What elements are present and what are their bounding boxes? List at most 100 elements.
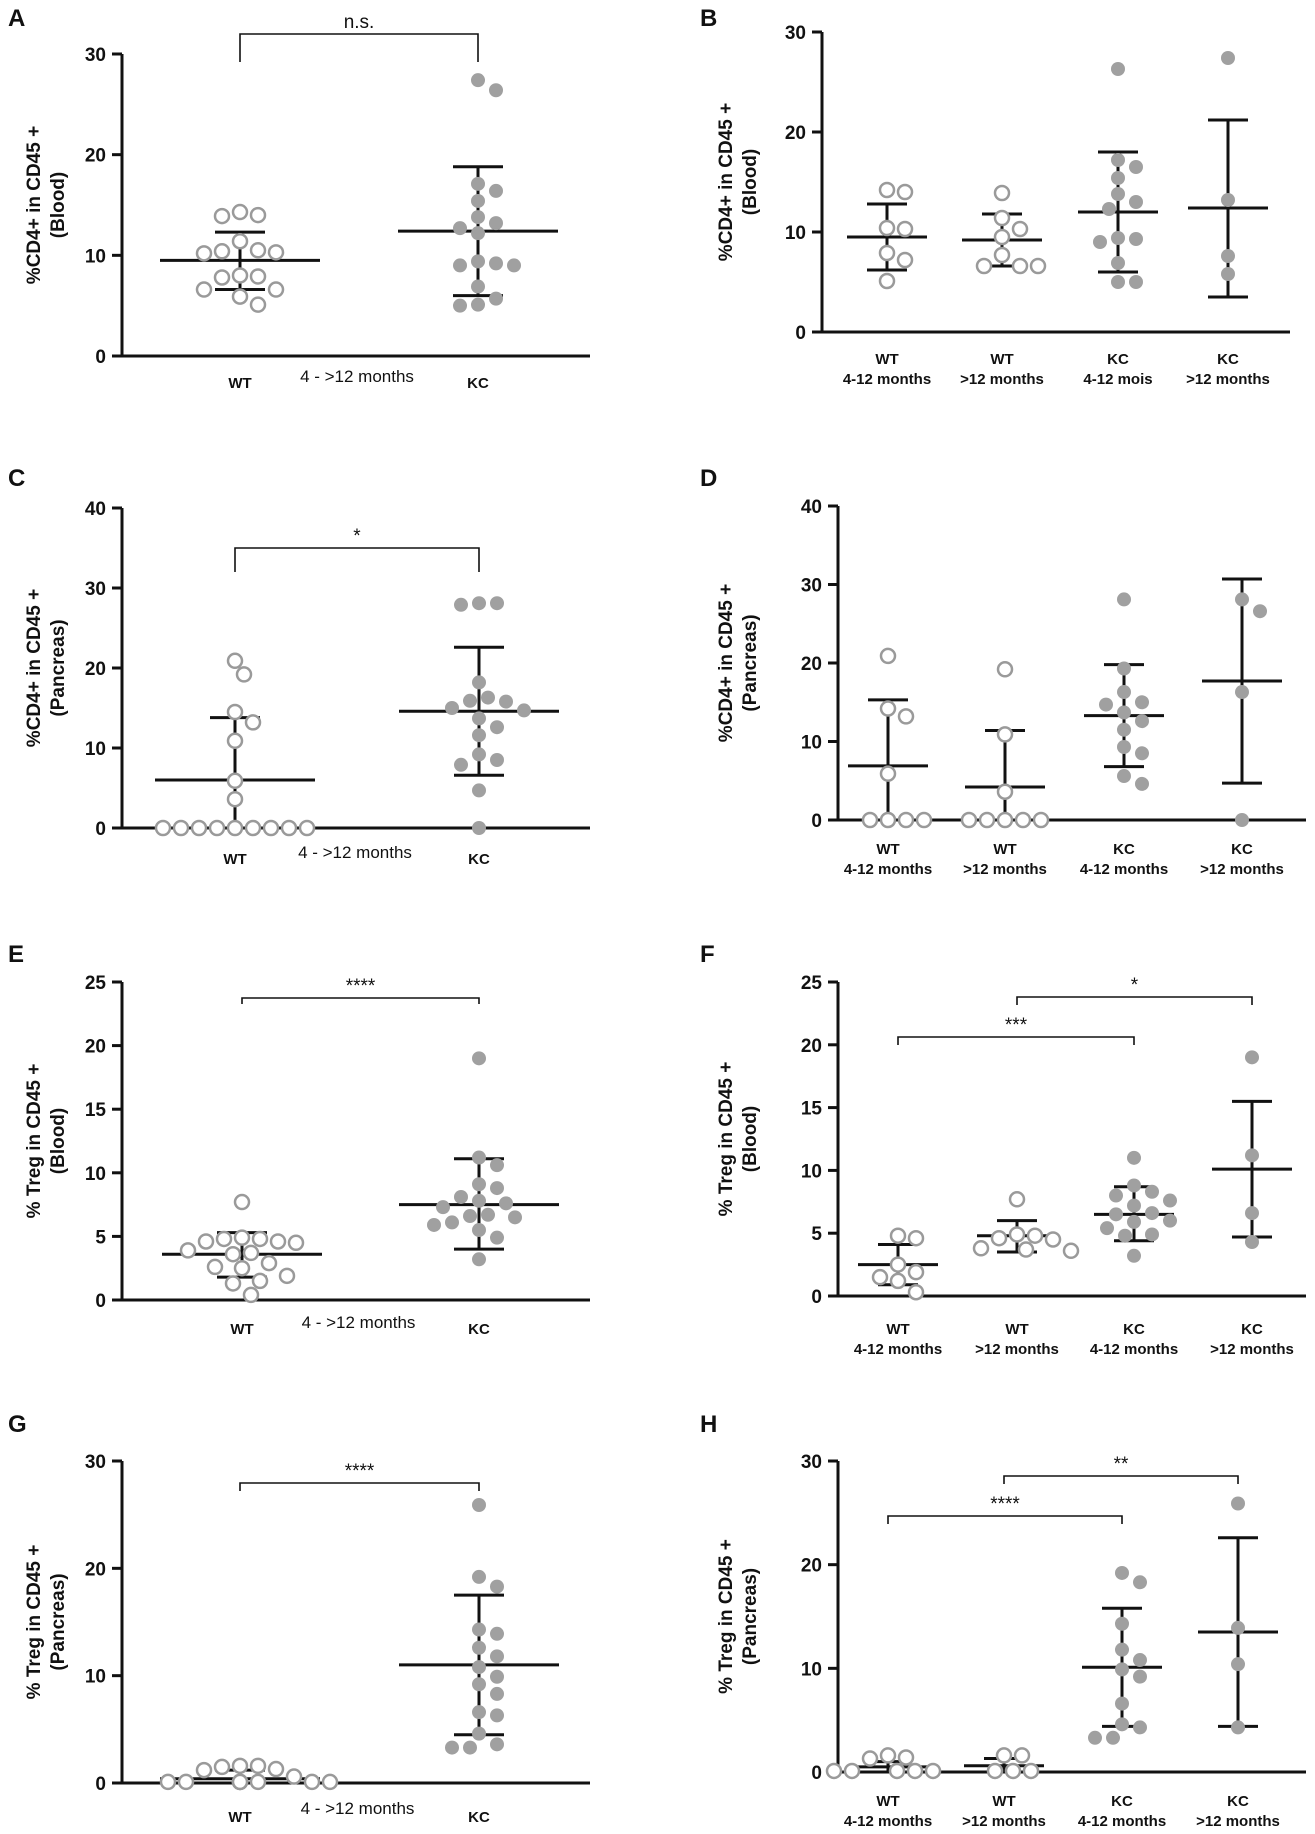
panel-e-point-s1-6 (499, 1196, 513, 1211)
panel-a-label: A (8, 5, 25, 32)
panel-e-point-s1-16 (472, 1252, 486, 1267)
panel-b-category-1: WT >12 months (960, 351, 1044, 388)
panel-f-ytick-label-5: 5 (811, 1224, 822, 1245)
panel-a-point-s1-2 (471, 176, 485, 191)
panel-a-point-s1-7 (453, 221, 467, 236)
panel-d-label: D (700, 465, 717, 492)
panel-e-ylabel-line: (Blood) (48, 1108, 69, 1174)
panel-b-category-line: 4-12 mois (1083, 371, 1152, 388)
panel-h-point-s3-0 (1231, 1496, 1245, 1511)
panel-b-ytick-label-20: 20 (785, 123, 806, 144)
panel-g-point-s0-0 (231, 1757, 249, 1775)
panel-b-category-3: KC >12 months (1186, 351, 1270, 388)
panel-h-point-s0-7 (825, 1762, 843, 1780)
panel-c-point-s1-8 (517, 703, 531, 718)
panel-e-point-s1-1 (472, 1150, 486, 1165)
panel-e-point-s1-14 (472, 1223, 486, 1238)
panel-a-point-s0-3 (231, 232, 249, 250)
panel-e-point-s0-4 (215, 1230, 233, 1248)
panel-a-ytick-label-0: 0 (95, 347, 106, 368)
panel-f-point-s1-0 (1008, 1191, 1026, 1208)
panel-g-ytick-label-30: 30 (85, 1452, 106, 1473)
panel-b-ytick-label-30: 30 (785, 23, 806, 44)
panel-a-point-s0-10 (213, 269, 231, 286)
panel-d-category-line: WT (993, 841, 1016, 858)
panel-g-ylabel-line: % Treg in CD45 + (24, 1545, 45, 1700)
panel-h-category-0: WT 4-12 months (844, 1793, 932, 1830)
panel-d-ytick-label-30: 30 (801, 576, 822, 597)
panel-a-point-s1-0 (471, 73, 485, 88)
panel-a-point-s0-6 (249, 242, 267, 259)
panel-h-ylabel: % Treg in CD45 + (Pancreas) (716, 1539, 761, 1694)
panel-f-point-s2-10 (1100, 1221, 1114, 1236)
panel-f-category-line: >12 months (975, 1341, 1059, 1358)
panel-a-point-s0-12 (195, 281, 213, 298)
panel-h-point-s2-2 (1115, 1616, 1129, 1631)
panel-b-point-s2-12 (1129, 275, 1143, 289)
panel-c-ytick-label-10: 10 (85, 739, 106, 760)
panel-b-ytick-label-10: 10 (785, 223, 806, 244)
panel-h-category-2: KC 4-12 months (1078, 1793, 1166, 1830)
panel-b-point-s0-5 (896, 251, 914, 269)
panel-c-point-s1-11 (472, 728, 486, 743)
panel-h-point-s3-3 (1231, 1720, 1245, 1735)
panel-b-point-s1-2 (1011, 220, 1029, 238)
panel-c-point-s1-14 (454, 757, 468, 772)
panel-c-point-s1-15 (472, 783, 486, 798)
panel-b-point-s0-3 (896, 220, 914, 238)
panel-g-ytick-label-20: 20 (85, 1559, 106, 1580)
panel-d-point-s2-1 (1117, 661, 1131, 676)
panel-a-point-s0-4 (213, 243, 231, 260)
panel-f-point-s0-2 (889, 1256, 907, 1273)
panel-h-point-s1-0 (995, 1747, 1013, 1764)
panel-d-category-1: WT >12 months (963, 841, 1047, 878)
panel-f-point-s2-6 (1109, 1207, 1123, 1222)
panel-h-point-s0-6 (924, 1762, 942, 1780)
panel-g-point-s1-14 (490, 1737, 504, 1752)
panel-e-ytick-label-5: 5 (95, 1227, 106, 1248)
panel-g-point-s0-3 (285, 1768, 303, 1785)
panel-h-point-s2-1 (1133, 1575, 1147, 1590)
panel-f-point-s1-3 (1008, 1226, 1026, 1243)
panel-h: H 0 10 20 30 % Treg in CD45 + (Pancreas) WT 4-12… (700, 1411, 1306, 1830)
panel-c-point-s0-14 (298, 819, 316, 837)
panel-c-category-1: KC (468, 851, 490, 868)
panel-e-point-s1-7 (472, 1193, 486, 1208)
panel-c-point-s0-13 (172, 819, 190, 837)
panel-h-point-s2-6 (1133, 1669, 1147, 1684)
panel-h-point-s2-4 (1133, 1653, 1147, 1668)
panel-f-category-line: WT (1005, 1321, 1028, 1338)
panel-a-point-s1-14 (489, 291, 503, 306)
panel-g-point-s0-9 (321, 1773, 339, 1791)
panel-e-point-s0-2 (251, 1230, 269, 1248)
panel-a: A 0 10 20 30 %CD4+ in CD45 + (Blood) WT KC 4 - >1… (8, 5, 590, 392)
panel-c-ylabel-line: %CD4+ in CD45 + (24, 589, 45, 747)
panel-g-point-s1-1 (472, 1569, 486, 1584)
panel-f-point-s0-1 (907, 1229, 925, 1247)
panel-a-point-s1-16 (471, 297, 485, 312)
panel-g-point-s1-12 (490, 1708, 504, 1723)
panel-e: E 0 5 10 15 20 25 % Treg in CD45 + (Blood) WT KC 4 … (8, 941, 590, 1338)
panel-e-point-s0-6 (197, 1233, 215, 1250)
panel-f-point-s2-3 (1109, 1188, 1123, 1203)
panel-e-point-s0-13 (278, 1267, 296, 1285)
panel-b-point-s2-9 (1093, 235, 1107, 249)
panel-f-ytick-label-0: 0 (811, 1287, 822, 1308)
panel-h-category-line: 4-12 months (844, 1813, 932, 1830)
panel-b-point-s2-2 (1129, 160, 1143, 174)
panel-f-point-s2-12 (1118, 1228, 1132, 1243)
panel-g-point-s1-5 (472, 1640, 486, 1655)
panel-h-category-line: KC (1227, 1793, 1249, 1810)
panel-h-point-s0-3 (888, 1762, 906, 1780)
panel-h-point-s0-5 (843, 1762, 861, 1780)
panel-b-point-s3-3 (1221, 267, 1235, 281)
panel-g-point-s1-7 (472, 1660, 486, 1675)
panel-a-category-0: WT (228, 375, 251, 392)
panel-b-point-s3-2 (1221, 249, 1235, 263)
panel-a-point-s0-9 (249, 268, 267, 285)
panel-d-ylabel-line: %CD4+ in CD45 + (716, 584, 737, 742)
panel-d-point-s1-2 (996, 783, 1014, 800)
panel-b-point-s1-1 (993, 209, 1011, 227)
panel-d-point-s1-7 (960, 811, 978, 829)
panel-c-point-s1-2 (490, 596, 504, 611)
